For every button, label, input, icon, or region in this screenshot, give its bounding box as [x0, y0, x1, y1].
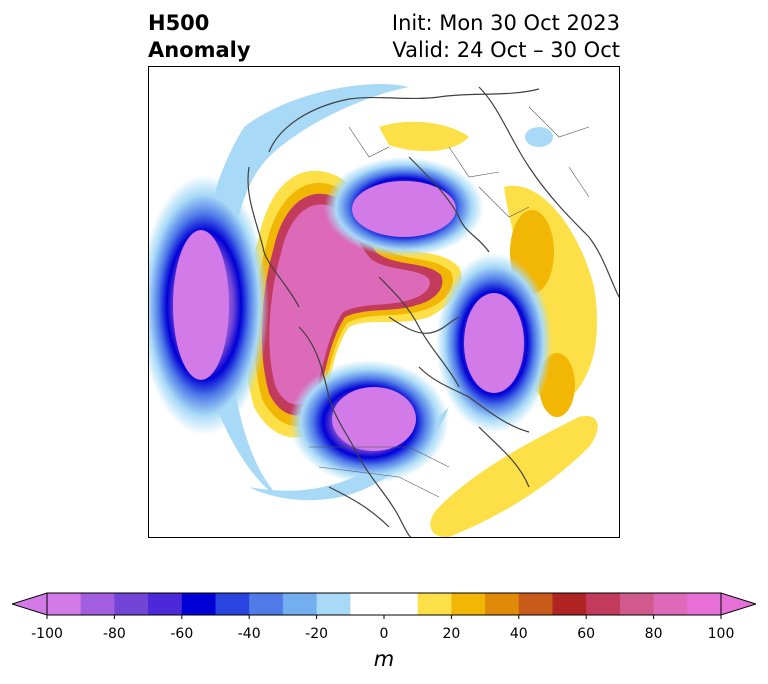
colorbar-label: m	[373, 647, 395, 671]
positive-anomaly-main	[244, 170, 462, 438]
colorbar-tick-label: -80	[102, 626, 126, 642]
negative-anomaly-arctic	[324, 157, 484, 257]
colorbar-bin	[619, 593, 655, 615]
negative-anomaly-pacific	[149, 175, 269, 435]
colorbar-tick-label: 60	[577, 626, 596, 642]
colorbar-bin	[384, 593, 419, 615]
title-variable: H500	[148, 11, 210, 35]
colorbar-bin	[350, 593, 385, 615]
init-time: Init: Mon 30 Oct 2023	[391, 11, 620, 35]
colorbar-bin	[485, 593, 520, 615]
colorbar-bin	[417, 593, 452, 615]
colorbar-tick-label: 40	[509, 626, 528, 642]
valid-period: Valid: 24 Oct – 30 Oct	[392, 38, 620, 62]
colorbar-bin	[249, 593, 284, 615]
colorbar-bin	[518, 593, 553, 615]
colorbar-tick-label: 80	[644, 626, 663, 642]
title-anomaly: Anomaly	[148, 38, 251, 62]
colorbar-bin	[148, 593, 183, 615]
colorbar-tick-label: -20	[305, 626, 329, 642]
colorbar-bin	[687, 593, 722, 615]
colorbar-bin	[215, 593, 250, 615]
negative-anomaly-canada	[289, 360, 449, 484]
negative-anomaly-europe	[436, 253, 552, 433]
colorbar-bin	[653, 593, 688, 615]
colorbar-tick-label: 0	[379, 626, 389, 642]
colorbar-bin	[586, 593, 621, 615]
map-panel	[148, 66, 620, 538]
colorbar-extend-over	[720, 592, 756, 616]
colorbar-tick-label: 100	[707, 626, 735, 642]
colorbar-tick-label: 20	[442, 626, 461, 642]
title-left: H500 Anomaly	[148, 10, 251, 64]
colorbar-bin	[114, 593, 149, 615]
coastlines	[247, 86, 619, 537]
colorbar-bin	[80, 593, 115, 615]
colorbar-bin	[181, 593, 216, 615]
borders	[309, 106, 590, 498]
colorbar-tick-label: -100	[31, 626, 63, 642]
colorbar-tick-label: -60	[170, 626, 194, 642]
colorbar-bin	[316, 593, 351, 615]
colorbar-bin	[47, 593, 82, 615]
colorbar	[12, 592, 756, 619]
colorbar-bin	[552, 593, 587, 615]
colorbar-bin	[451, 593, 486, 615]
colorbar-extend-under	[12, 592, 48, 616]
title-right: Init: Mon 30 Oct 2023 Valid: 24 Oct – 30…	[392, 10, 620, 64]
colorbar-bin	[282, 593, 318, 615]
colorbar-tick-label: -40	[237, 626, 261, 642]
anomaly-map	[149, 83, 619, 537]
